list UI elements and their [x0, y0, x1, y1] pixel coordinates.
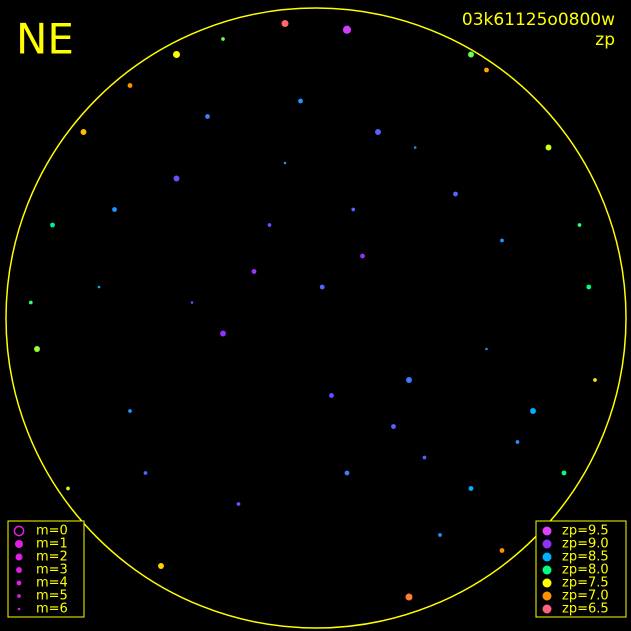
- star-point: [453, 191, 458, 197]
- color-legend-marker: [542, 578, 552, 588]
- star-point: [500, 238, 504, 243]
- color-legend-marker: [542, 591, 552, 601]
- star-point: [173, 51, 180, 58]
- star-point: [360, 253, 365, 259]
- star-point: [220, 330, 226, 337]
- star-point: [530, 408, 536, 414]
- star-point: [586, 284, 592, 290]
- star-point: [190, 301, 194, 304]
- star-point: [515, 440, 520, 444]
- color-legend-marker: [542, 526, 552, 536]
- size-legend-marker: [17, 607, 21, 611]
- star-point: [561, 470, 567, 476]
- star-point: [127, 83, 133, 88]
- star-point: [267, 223, 272, 227]
- star-point: [484, 67, 489, 73]
- star-point: [173, 175, 180, 182]
- horizon: [5, 7, 627, 629]
- star-point: [391, 424, 396, 429]
- star-point: [577, 223, 582, 227]
- star-point: [283, 161, 287, 165]
- star-point: [344, 470, 350, 476]
- star-point: [342, 25, 352, 34]
- star-point: [375, 129, 381, 135]
- star-point: [28, 300, 33, 305]
- size-legend-marker: [16, 580, 22, 586]
- star-point: [468, 51, 474, 58]
- size-legend-marker: [13, 525, 25, 537]
- color-legend-marker: [542, 552, 552, 562]
- size-legend-label: m=2: [36, 550, 68, 565]
- chart-title: NE: [16, 15, 74, 64]
- size-legend-marker: [16, 567, 22, 573]
- color-legend-label: zp=8.5: [562, 550, 609, 565]
- star-point: [298, 98, 303, 104]
- color-legend-label: zp=7.5: [562, 576, 609, 591]
- star-point: [319, 284, 325, 290]
- color-legend-marker: [542, 604, 552, 614]
- star-point: [351, 207, 356, 212]
- star-point: [112, 207, 117, 212]
- star-point: [468, 486, 474, 491]
- star-point: [158, 563, 164, 569]
- star-point: [66, 486, 70, 491]
- chart-subtitle: 03k61125o0800w: [462, 10, 615, 30]
- star-point: [545, 144, 552, 151]
- star-point: [281, 20, 289, 27]
- star-point: [34, 346, 40, 352]
- size-legend-marker: [14, 539, 24, 549]
- star-point: [422, 455, 427, 460]
- color-legend-label: zp=7.0: [562, 589, 609, 604]
- size-legend-label: m=0: [36, 524, 68, 539]
- star-point: [499, 548, 505, 553]
- size-legend-label: m=3: [36, 563, 68, 578]
- color-legend-label: zp=6.5: [562, 602, 609, 617]
- size-legend-marker: [15, 553, 23, 561]
- star-point: [485, 347, 488, 351]
- star-point: [128, 409, 132, 413]
- color-legend-label: zp=9.5: [562, 524, 609, 539]
- star-point: [97, 285, 101, 289]
- color-legend-label: zp=8.0: [562, 563, 609, 578]
- star-point: [221, 37, 225, 41]
- star-point: [593, 378, 597, 382]
- color-legend-marker: [542, 539, 552, 549]
- star-point: [251, 269, 257, 274]
- star-point: [143, 471, 148, 475]
- star-point: [236, 502, 241, 506]
- star-point: [406, 377, 412, 383]
- star-point: [80, 129, 87, 135]
- star-point: [438, 533, 442, 537]
- color-legend-label: zp=9.0: [562, 537, 609, 552]
- size-legend-label: m=5: [36, 589, 68, 604]
- size-legend-label: m=4: [36, 576, 68, 591]
- size-legend-label: m=6: [36, 602, 68, 617]
- star-point: [329, 393, 334, 398]
- star-point: [50, 222, 55, 228]
- color-label: zp: [595, 30, 615, 50]
- star-point: [405, 593, 413, 601]
- color-legend-marker: [542, 565, 552, 575]
- size-legend-marker: [17, 594, 21, 598]
- star-point: [205, 114, 210, 119]
- size-legend-label: m=1: [36, 537, 68, 552]
- star-point: [413, 146, 417, 149]
